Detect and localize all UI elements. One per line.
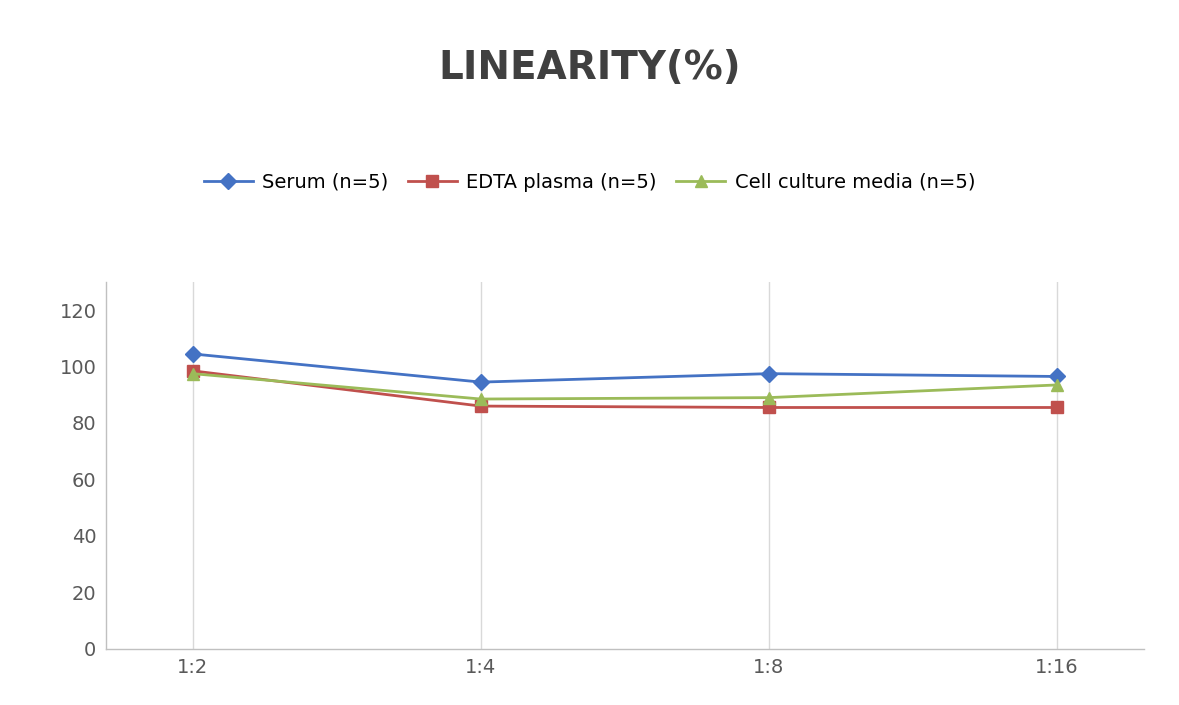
EDTA plasma (n=5): [474, 402, 488, 410]
Serum (n=5): [474, 378, 488, 386]
EDTA plasma (n=5): [1050, 403, 1065, 412]
Line: EDTA plasma (n=5): EDTA plasma (n=5): [187, 365, 1062, 413]
Line: Serum (n=5): Serum (n=5): [187, 348, 1062, 388]
Cell culture media (n=5): [185, 369, 199, 378]
EDTA plasma (n=5): [762, 403, 776, 412]
EDTA plasma (n=5): [185, 367, 199, 375]
Cell culture media (n=5): [1050, 381, 1065, 389]
Text: LINEARITY(%): LINEARITY(%): [439, 49, 740, 87]
Cell culture media (n=5): [474, 395, 488, 403]
Legend: Serum (n=5), EDTA plasma (n=5), Cell culture media (n=5): Serum (n=5), EDTA plasma (n=5), Cell cul…: [196, 165, 983, 200]
Serum (n=5): [762, 369, 776, 378]
Serum (n=5): [1050, 372, 1065, 381]
Cell culture media (n=5): [762, 393, 776, 402]
Serum (n=5): [185, 350, 199, 358]
Line: Cell culture media (n=5): Cell culture media (n=5): [186, 367, 1063, 405]
